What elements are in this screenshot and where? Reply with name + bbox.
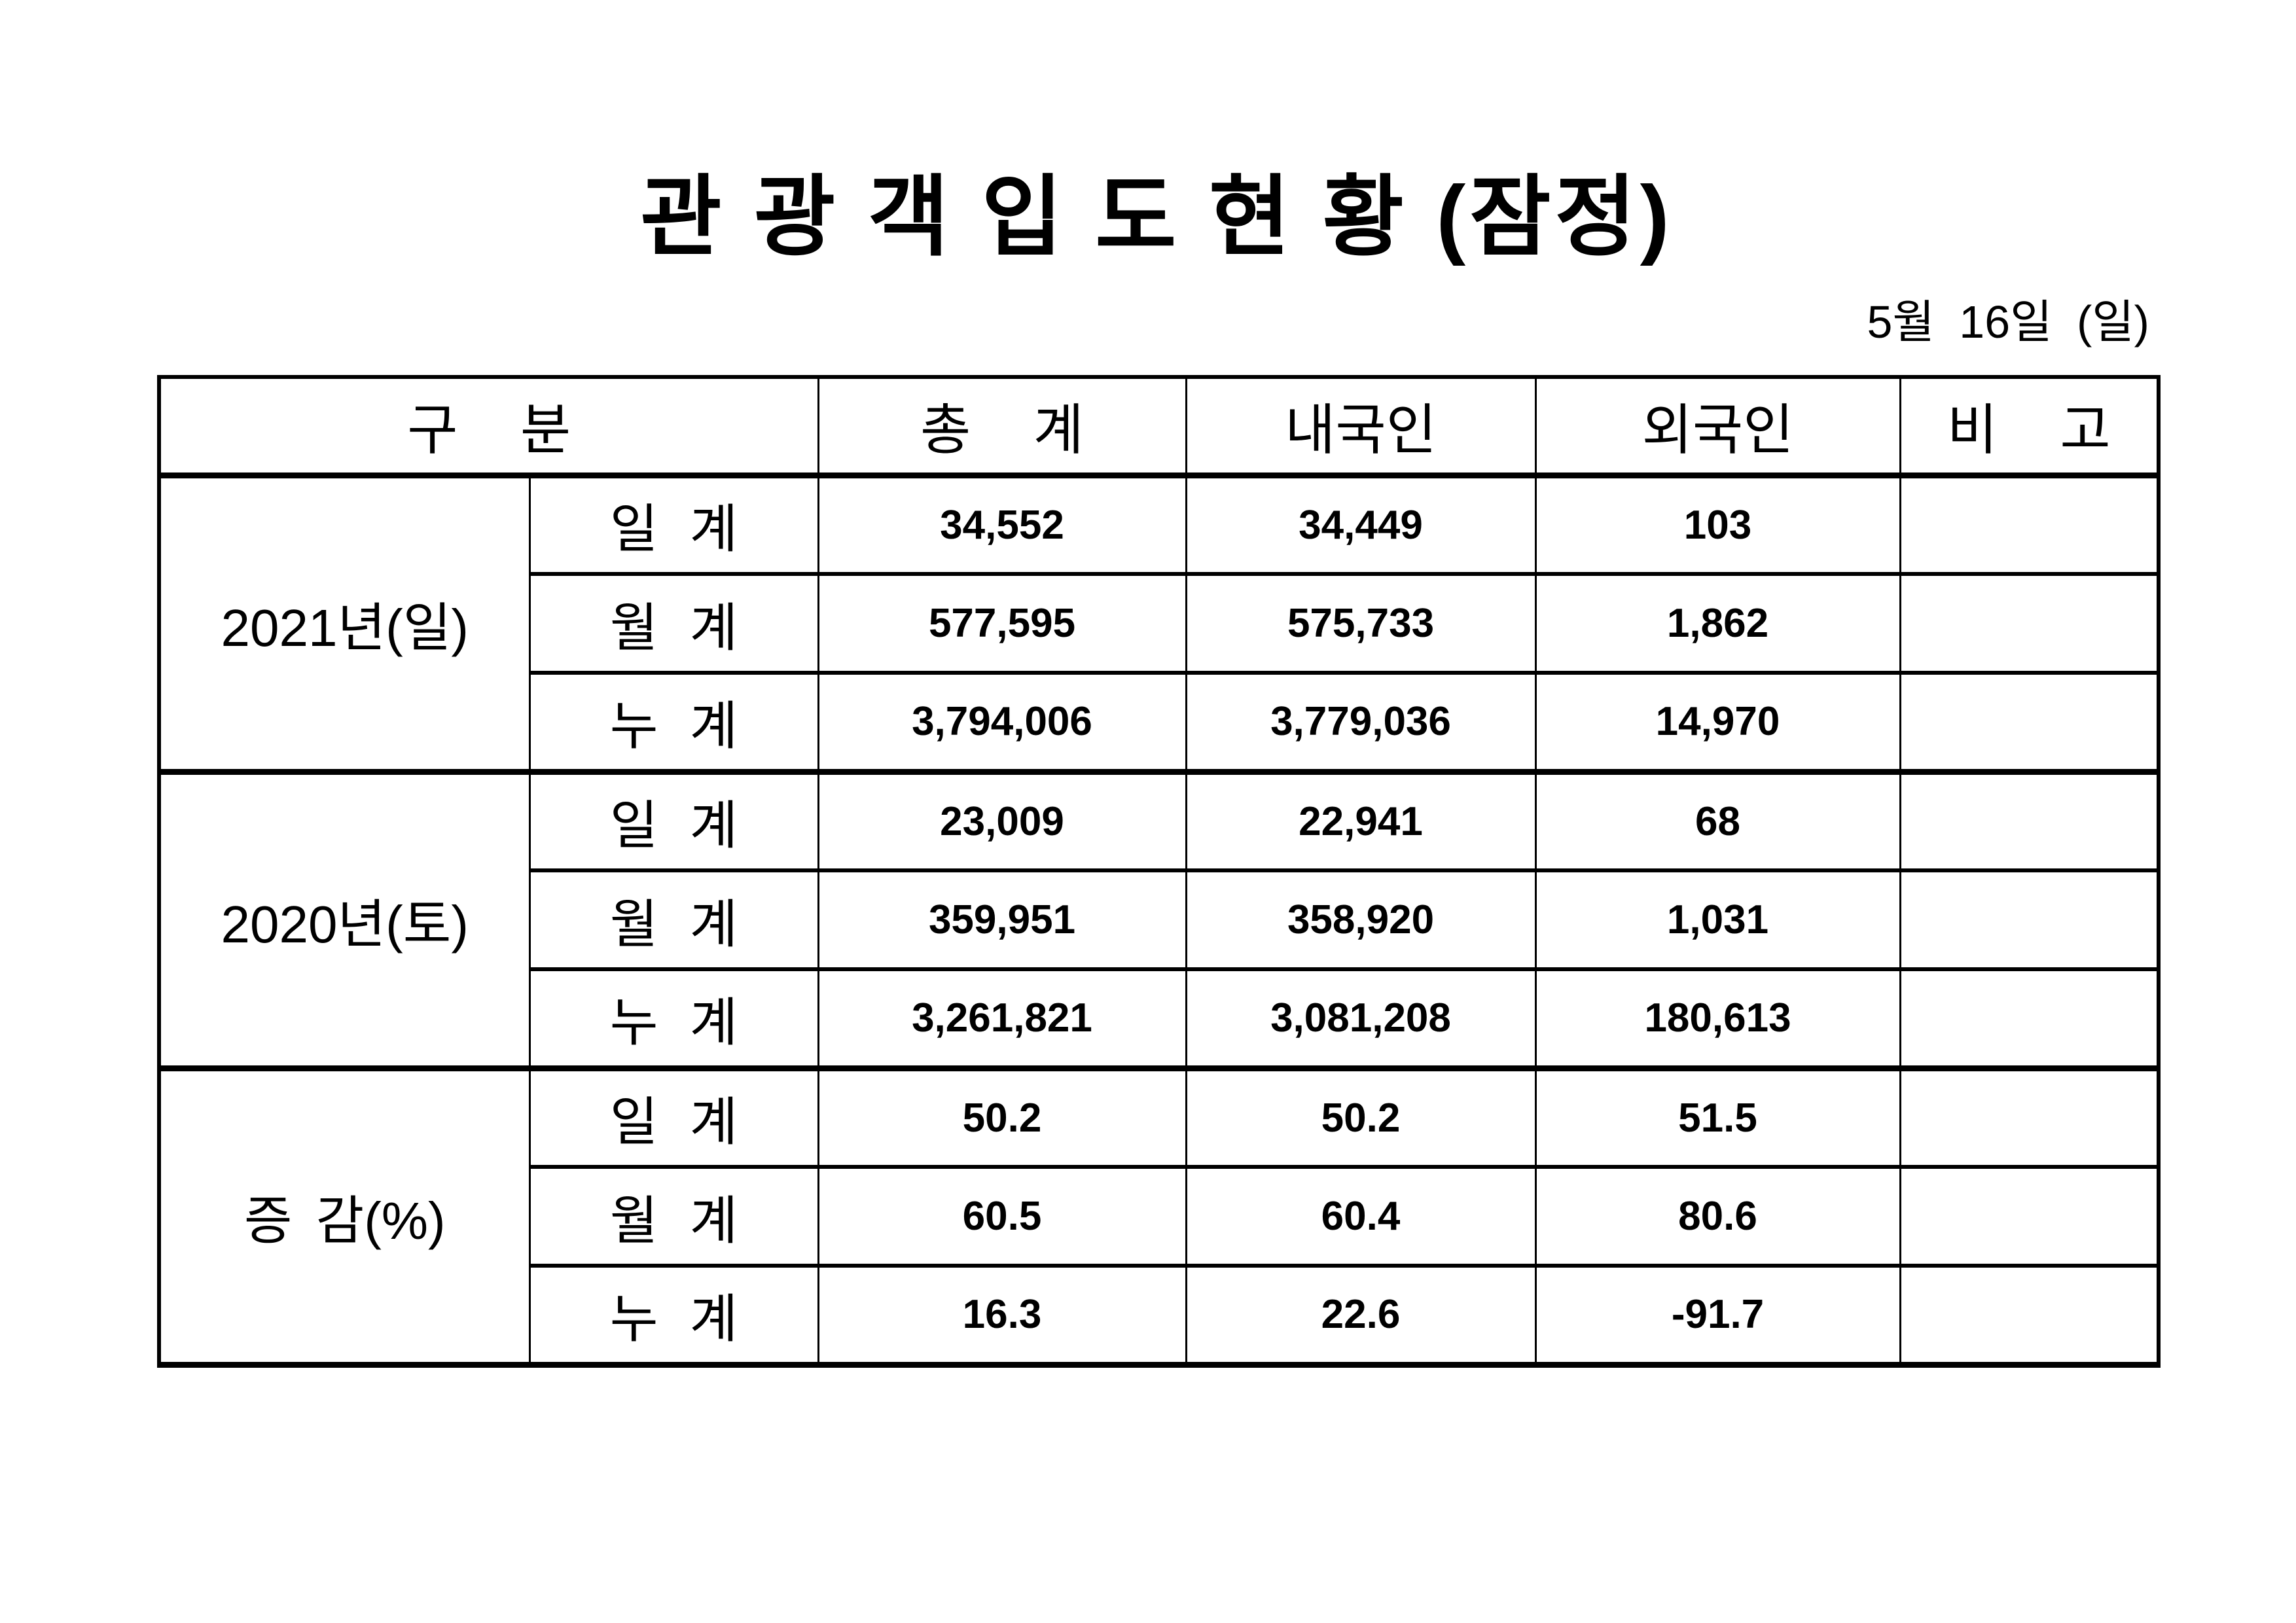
value-2020-daily-foreign: 68 [1534, 770, 1901, 872]
table-row-2020-daily: 2020년(토) 일 계 23,009 22,941 68 [158, 768, 2160, 1071]
value-2021-monthly-domestic: 575,733 [1185, 572, 1537, 675]
sub-label-cumulative: 누 계 [528, 967, 819, 1071]
group-label-2020: 2020년(토) [158, 768, 531, 1071]
value-change-cumulative-domestic: 22.6 [1185, 1264, 1537, 1368]
document-title: 관 광 객 입 도 현 황 (잠정) [640, 168, 1674, 266]
remarks-cell [1899, 1066, 2160, 1169]
sub-label-cumulative: 누 계 [528, 671, 819, 775]
sub-label-monthly: 월 계 [528, 1165, 819, 1268]
table-row-2021-daily: 2021년(일) 일 계 34,552 34,449 103 [158, 472, 2160, 775]
value-change-daily-domestic: 50.2 [1185, 1066, 1537, 1169]
value-2020-monthly-total: 359,951 [817, 868, 1187, 971]
sub-label-daily: 일 계 [528, 473, 819, 576]
sub-label-daily: 일 계 [528, 770, 819, 872]
value-2021-daily-foreign: 103 [1534, 473, 1901, 576]
value-2020-cumulative-foreign: 180,613 [1534, 967, 1901, 1071]
value-2020-cumulative-total: 3,261,821 [817, 967, 1187, 1071]
report-date: 5월 16일 (일) [1867, 296, 2149, 348]
header-total: 총 계 [817, 375, 1187, 478]
value-2021-daily-domestic: 34,449 [1185, 473, 1537, 576]
remarks-cell [1899, 1264, 2160, 1368]
value-2020-monthly-domestic: 358,920 [1185, 868, 1537, 971]
value-2021-daily-total: 34,552 [817, 473, 1187, 576]
value-2021-cumulative-foreign: 14,970 [1534, 671, 1901, 775]
group-label-2021: 2021년(일) [158, 472, 531, 775]
remarks-cell [1899, 572, 2160, 675]
value-2020-cumulative-domestic: 3,081,208 [1185, 967, 1537, 1071]
header-foreign: 외국인 [1534, 375, 1901, 478]
value-change-monthly-domestic: 60.4 [1185, 1165, 1537, 1268]
value-2020-daily-total: 23,009 [817, 770, 1187, 872]
value-2021-cumulative-domestic: 3,779,036 [1185, 671, 1537, 775]
remarks-cell [1899, 473, 2160, 576]
header-domestic: 내국인 [1185, 375, 1537, 478]
value-change-monthly-total: 60.5 [817, 1165, 1187, 1268]
header-category: 구 분 [158, 375, 819, 478]
group-label-change-percent: 증 감(%) [158, 1065, 531, 1368]
header-row: 구 분 총 계 내국인 외국인 비 고 [158, 375, 2160, 478]
sub-label-monthly: 월 계 [528, 572, 819, 675]
remarks-cell [1899, 967, 2160, 1071]
value-change-monthly-foreign: 80.6 [1534, 1165, 1901, 1268]
sub-label-daily: 일 계 [528, 1066, 819, 1169]
sub-label-monthly: 월 계 [528, 868, 819, 971]
tourist-arrivals-table: 구 분 총 계 내국인 외국인 비 고 2021년(일) 일 계 34,552 … [157, 375, 2161, 1368]
header-remarks: 비 고 [1899, 375, 2160, 478]
value-2021-monthly-foreign: 1,862 [1534, 572, 1901, 675]
value-2020-monthly-foreign: 1,031 [1534, 868, 1901, 971]
table-row-2020-monthly: 월 계 359,951 358,920 1,031 [159, 868, 2160, 971]
remarks-cell [1899, 1165, 2160, 1268]
remarks-cell [1899, 770, 2160, 872]
table-row-change-cumulative: 누 계 16.3 22.6 -91.7 [159, 1264, 2160, 1368]
sub-label-cumulative: 누 계 [528, 1264, 819, 1368]
value-change-cumulative-foreign: -91.7 [1534, 1264, 1901, 1368]
remarks-cell [1899, 671, 2160, 775]
table-row-2021-cumulative: 누 계 3,794,006 3,779,036 14,970 [159, 671, 2160, 775]
table-row-change-monthly: 월 계 60.5 60.4 80.6 [159, 1165, 2160, 1268]
value-2021-cumulative-total: 3,794,006 [817, 671, 1187, 775]
value-change-daily-total: 50.2 [817, 1066, 1187, 1169]
value-change-daily-foreign: 51.5 [1534, 1066, 1901, 1169]
value-2021-monthly-total: 577,595 [817, 572, 1187, 675]
value-change-cumulative-total: 16.3 [817, 1264, 1187, 1368]
table-row-2020-cumulative: 누 계 3,261,821 3,081,208 180,613 [159, 967, 2160, 1071]
remarks-cell [1899, 868, 2160, 971]
table-row-change-daily: 증 감(%) 일 계 50.2 50.2 51.5 [158, 1065, 2160, 1368]
value-2020-daily-domestic: 22,941 [1185, 770, 1537, 872]
table-row-2021-monthly: 월 계 577,595 575,733 1,862 [159, 572, 2160, 675]
